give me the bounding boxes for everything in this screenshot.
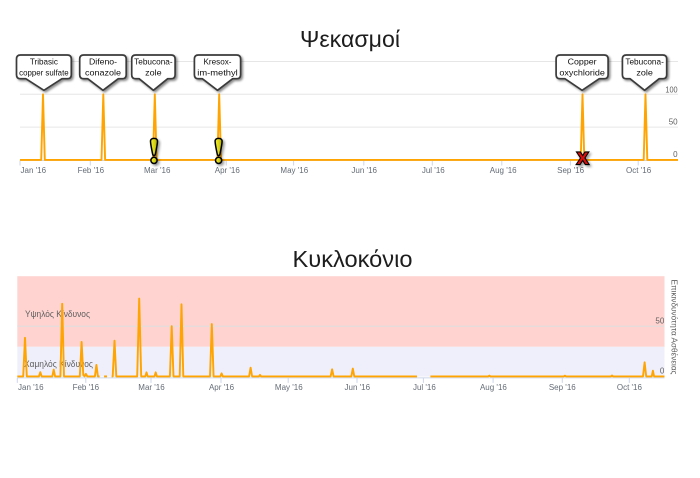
svg-text:Kresox-: Kresox- [204, 57, 232, 67]
svg-text:X: X [577, 149, 589, 168]
svg-text:Jan '16: Jan '16 [18, 383, 44, 392]
svg-text:zole: zole [145, 67, 162, 77]
svg-text:0: 0 [660, 367, 665, 376]
svg-text:Feb '16: Feb '16 [78, 166, 105, 175]
svg-text:Sep '16: Sep '16 [549, 383, 576, 392]
svg-text:50: 50 [655, 317, 664, 326]
svg-text:May '16: May '16 [275, 383, 303, 392]
svg-text:50: 50 [669, 118, 678, 127]
svg-text:0: 0 [673, 150, 678, 159]
svg-text:Ψεκασμοί: Ψεκασμοί [300, 26, 400, 52]
svg-text:May '16: May '16 [280, 166, 308, 175]
svg-text:Jun '16: Jun '16 [351, 166, 377, 175]
svg-text:Oct '16: Oct '16 [626, 166, 652, 175]
svg-text:100: 100 [665, 86, 678, 95]
svg-text:Κυκλοκόνιο: Κυκλοκόνιο [293, 246, 413, 272]
svg-text:im-methyl: im-methyl [197, 67, 238, 77]
svg-text:conazole: conazole [85, 67, 121, 77]
svg-text:Copper: Copper [568, 57, 597, 67]
svg-text:oxychloride: oxychloride [559, 67, 605, 77]
svg-text:copper sulfate: copper sulfate [19, 67, 69, 77]
svg-text:Mar '16: Mar '16 [144, 166, 171, 175]
svg-text:Jun '16: Jun '16 [345, 383, 371, 392]
svg-text:Feb '16: Feb '16 [73, 383, 100, 392]
svg-text:Tribasic: Tribasic [30, 57, 59, 67]
svg-text:Mar '16: Mar '16 [138, 383, 165, 392]
svg-text:Tebucona-: Tebucona- [625, 57, 664, 67]
svg-text:Jul '16: Jul '16 [422, 166, 445, 175]
svg-text:Υψηλός Κίνδυνος: Υψηλός Κίνδυνος [25, 309, 90, 320]
svg-text:Jan '16: Jan '16 [21, 166, 47, 175]
svg-text:Difeno-: Difeno- [89, 57, 117, 67]
svg-text:Sep '16: Sep '16 [557, 166, 584, 175]
svg-text:zole: zole [636, 67, 653, 77]
svg-text:Aug '16: Aug '16 [480, 383, 507, 392]
svg-text:Apr '16: Apr '16 [215, 166, 241, 175]
svg-text:Oct '16: Oct '16 [617, 383, 643, 392]
svg-text:Apr '16: Apr '16 [209, 383, 235, 392]
svg-text:Χαμηλός Κίνδυνος: Χαμηλός Κίνδυνος [24, 359, 93, 370]
svg-text:Tebucona-: Tebucona- [134, 57, 173, 67]
svg-text:Jul '16: Jul '16 [413, 383, 436, 392]
svg-text:Επικινδυνότητα Ασθένειας: Επικινδυνότητα Ασθένειας [670, 280, 680, 375]
svg-text:Aug '16: Aug '16 [490, 166, 517, 175]
